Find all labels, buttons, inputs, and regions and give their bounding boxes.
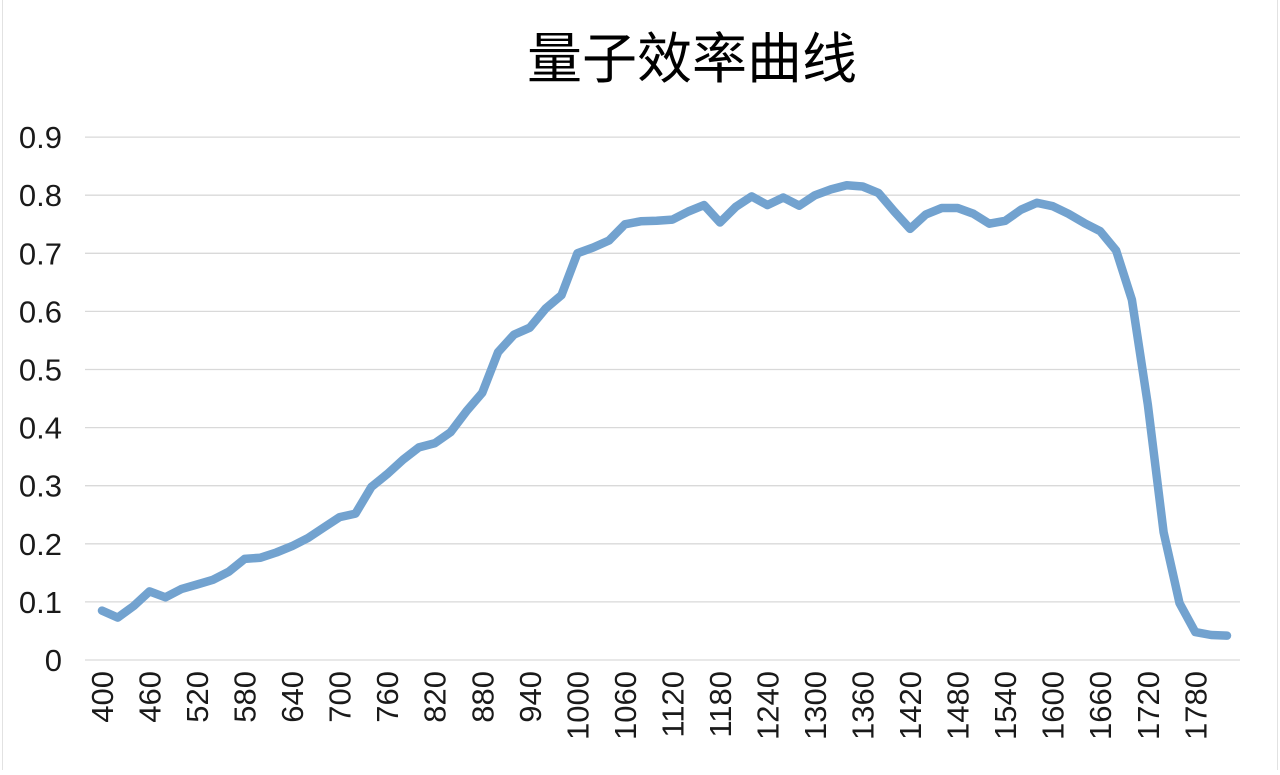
chart-title: 量子效率曲线 [527,29,857,90]
y-tick-label: 0.5 [19,353,62,388]
x-tick-label: 1600 [1036,671,1071,740]
x-tick-label: 1000 [560,671,595,740]
qe-curve-line [97,181,1232,640]
x-tick-label: 1240 [750,671,785,740]
y-tick-label: 0.2 [19,527,62,562]
y-tick-label: 0.1 [19,585,62,620]
x-axis-tick-labels: 400 460 520 580 640 700 760 820 880 940 1000 1060 11… [85,671,1213,740]
x-tick-label: 940 [513,671,548,723]
chart-area-border-right [1277,0,1278,770]
y-tick-label: 0.6 [19,294,62,329]
x-tick-label: 880 [465,671,500,723]
y-tick-label: 0.9 [19,120,62,155]
x-tick-label: 1780 [1178,671,1213,740]
y-tick-label: 0.3 [19,469,62,504]
x-tick-label: 1180 [703,671,738,738]
x-tick-label: 460 [133,671,168,723]
y-tick-label: 0.8 [19,178,62,213]
x-tick-label: 1120 [655,671,690,738]
y-axis-tick-labels: 0 0.1 0.2 0.3 0.4 0.5 0.6 0.7 0.8 0.9 [19,120,62,678]
x-tick-label: 1360 [846,671,881,740]
x-tick-label: 700 [323,671,358,723]
y-tick-label: 0.4 [19,411,62,446]
x-tick-label: 520 [180,671,215,723]
x-tick-label: 820 [418,671,453,723]
qe-curve-series [97,181,1232,640]
y-tick-label: 0.7 [19,236,62,271]
chart-area-border-left [2,0,3,770]
x-tick-label: 1660 [1083,671,1118,740]
x-tick-label: 1540 [988,671,1023,740]
x-tick-label: 640 [275,671,310,723]
y-tick-label: 0 [45,643,62,678]
x-tick-label: 760 [370,671,405,723]
x-tick-label: 1420 [893,671,928,740]
x-tick-label: 1480 [941,671,976,740]
x-tick-label: 1060 [608,671,643,740]
x-tick-label: 580 [228,671,263,723]
x-tick-label: 400 [85,671,120,723]
x-tick-label: 1720 [1131,671,1166,740]
gridlines [85,136,1240,661]
x-tick-label: 1300 [798,671,833,740]
